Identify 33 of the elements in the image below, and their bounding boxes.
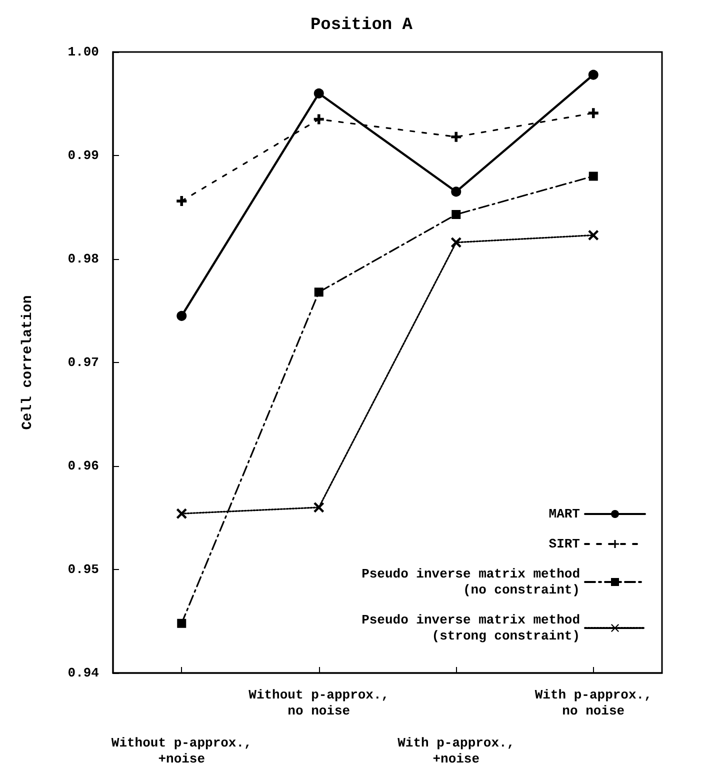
- y-tick-label: 0.99: [68, 148, 100, 163]
- point: [314, 288, 324, 297]
- y-tick-label: 0.98: [68, 252, 100, 266]
- point: [451, 186, 462, 197]
- legend-label: Pseudo inverse matrix method (strong constraint): [362, 612, 580, 644]
- y-tick-label: 0.96: [68, 458, 100, 474]
- chart-title: Position A: [310, 16, 414, 35]
- point: [314, 88, 324, 98]
- point: [588, 70, 598, 80]
- point: [176, 196, 187, 206]
- point: [314, 502, 324, 512]
- point: [451, 237, 462, 248]
- x-tick-label: Without p-approx., +noise: [111, 736, 252, 766]
- point: [588, 108, 598, 118]
- x-tick-label: Without p-approx., no noise: [248, 688, 390, 718]
- point: [452, 210, 461, 219]
- y-tick-label: 0.95: [68, 562, 100, 577]
- x-tick-label: With p-approx., no noise: [534, 688, 652, 718]
- legend-label: Pseudo inverse matrix method (no constraint): [362, 566, 580, 598]
- point: [451, 132, 462, 142]
- point: [588, 172, 598, 181]
- point: [176, 508, 187, 519]
- y-tick-label: 1.00: [68, 44, 100, 60]
- point: [314, 114, 324, 124]
- y-tick-label: 0.94: [68, 666, 100, 680]
- legend-label: MART: [548, 506, 580, 522]
- legend-label: SIRT: [548, 536, 580, 552]
- y-tick-label: 0.97: [68, 355, 99, 370]
- point: [588, 230, 598, 240]
- x-tick-label: With p-approx., +noise: [398, 736, 515, 766]
- point: [177, 618, 186, 628]
- y-axis-title: Cell correlation: [20, 295, 36, 430]
- point: [176, 310, 187, 321]
